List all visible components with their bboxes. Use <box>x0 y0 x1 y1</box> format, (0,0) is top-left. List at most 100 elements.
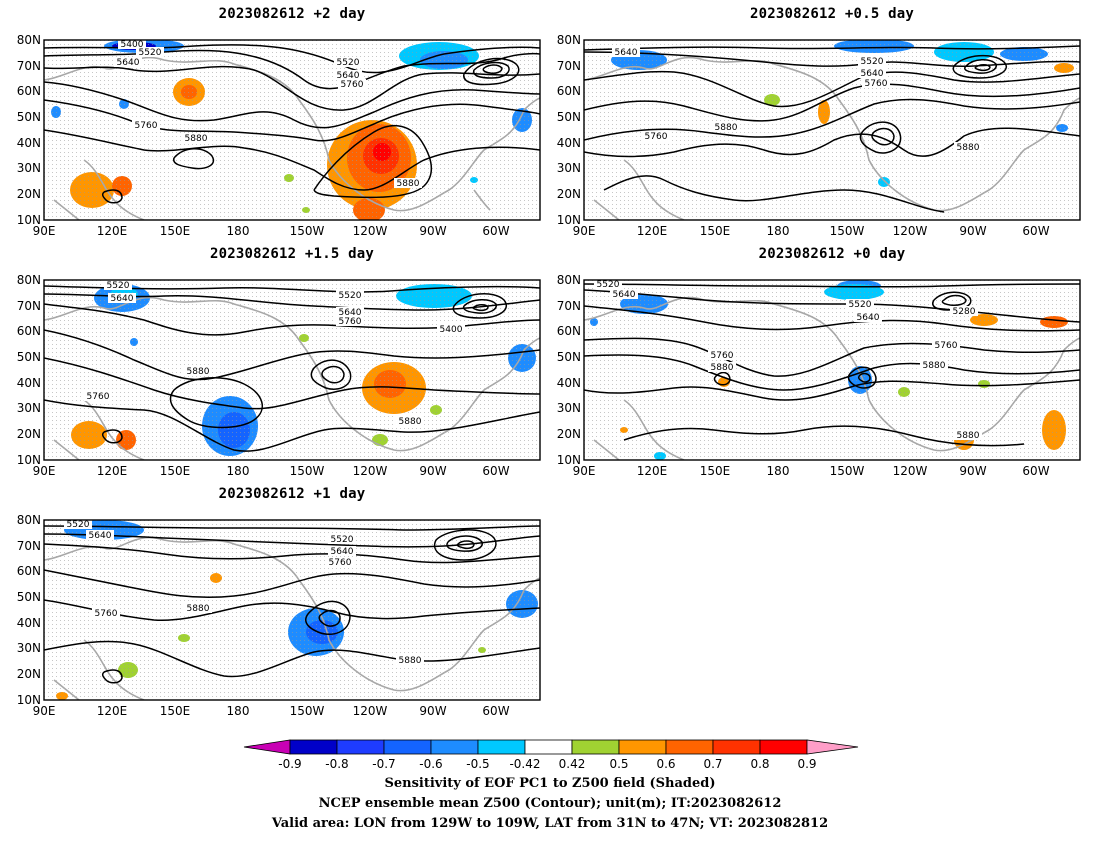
map-panel-plus-0.5-day: 5640 5520 5640 5760 5880 5760 5880 80N 70… <box>557 33 1081 238</box>
svg-text:5640: 5640 <box>613 290 636 300</box>
svg-text:5400: 5400 <box>121 40 144 50</box>
svg-text:5520: 5520 <box>67 520 90 530</box>
coastlines <box>44 536 540 700</box>
svg-text:120E: 120E <box>637 224 668 238</box>
colorbar-box <box>477 739 526 755</box>
svg-text:60N: 60N <box>17 324 41 338</box>
svg-text:90E: 90E <box>33 464 56 478</box>
contour-labels: 5400 5520 5640 5520 5640 5760 5760 5880 … <box>114 40 422 189</box>
colorbar-tick: 0.42 <box>559 757 586 771</box>
svg-text:5640: 5640 <box>615 48 638 58</box>
svg-text:80N: 80N <box>557 273 581 287</box>
colorbar-box <box>665 739 714 755</box>
svg-text:150W: 150W <box>830 224 865 238</box>
svg-text:5880: 5880 <box>715 123 738 133</box>
colorbar-box <box>618 739 667 755</box>
panel-title-plus-2-day: 2023082612 +2 day <box>218 6 366 22</box>
svg-text:180: 180 <box>227 704 250 718</box>
svg-text:90E: 90E <box>573 224 596 238</box>
svg-text:120W: 120W <box>893 464 928 478</box>
lat-axis: 80N 70N 60N 50N 40N 30N 20N 10N <box>17 273 41 467</box>
svg-text:10N: 10N <box>557 453 581 467</box>
colorbar-box <box>712 739 761 755</box>
svg-text:5880: 5880 <box>399 417 422 427</box>
svg-text:120W: 120W <box>353 704 388 718</box>
svg-text:40N: 40N <box>557 376 581 390</box>
svg-text:5760: 5760 <box>935 341 958 351</box>
contour-labels: 5520 5640 5520 5640 5760 5400 5880 5760 … <box>84 280 465 427</box>
svg-text:5760: 5760 <box>341 80 364 90</box>
lon-axis: 90E 120E 150E 180 150W 120W 90W 60W <box>33 224 510 238</box>
colorbar-box <box>524 739 573 755</box>
svg-text:150W: 150W <box>290 704 325 718</box>
svg-text:120E: 120E <box>97 224 128 238</box>
svg-text:50N: 50N <box>557 110 581 124</box>
lon-axis: 90E 120E 150E 180 150W 120W 90W 60W <box>33 464 510 478</box>
svg-text:5760: 5760 <box>95 609 118 619</box>
svg-text:150W: 150W <box>830 464 865 478</box>
svg-text:20N: 20N <box>17 187 41 201</box>
colorbar-box <box>383 739 432 755</box>
svg-text:60W: 60W <box>482 224 509 238</box>
svg-text:5760: 5760 <box>865 79 888 89</box>
svg-text:50N: 50N <box>17 350 41 364</box>
contour-labels: 5520 5640 5520 5640 5760 5760 5880 5880 <box>64 520 424 666</box>
svg-text:60W: 60W <box>1022 224 1049 238</box>
svg-text:5520: 5520 <box>861 57 884 67</box>
svg-text:150E: 150E <box>160 704 191 718</box>
colorbar-tick: 0.5 <box>609 757 628 771</box>
svg-text:5880: 5880 <box>187 604 210 614</box>
svg-text:30N: 30N <box>17 401 41 415</box>
svg-text:20N: 20N <box>17 427 41 441</box>
panel-title-plus-1-day: 2023082612 +1 day <box>218 486 366 502</box>
svg-text:20N: 20N <box>17 667 41 681</box>
colorbar-tick: -0.8 <box>325 757 348 771</box>
svg-text:60N: 60N <box>557 84 581 98</box>
svg-text:30N: 30N <box>17 161 41 175</box>
colorbar-box <box>336 739 385 755</box>
colorbar-box <box>571 739 620 755</box>
svg-text:150W: 150W <box>290 224 325 238</box>
svg-text:5760: 5760 <box>711 351 734 361</box>
caption-line-contour: NCEP ensemble mean Z500 (Contour); unit(… <box>318 796 782 811</box>
svg-text:5880: 5880 <box>957 143 980 153</box>
lat-axis: 80N 70N 60N 50N 40N 30N 20N 10N <box>17 33 41 227</box>
svg-text:5880: 5880 <box>187 367 210 377</box>
svg-text:5880: 5880 <box>923 361 946 371</box>
coastlines <box>584 56 1080 220</box>
svg-text:150E: 150E <box>700 464 731 478</box>
colorbar-tick: 0.7 <box>703 757 722 771</box>
svg-text:90E: 90E <box>33 224 56 238</box>
svg-text:60W: 60W <box>482 464 509 478</box>
map-panel-plus-0-day: 5520 5640 5520 5640 5280 5760 5760 5880 … <box>557 273 1081 478</box>
svg-text:150W: 150W <box>290 464 325 478</box>
svg-text:180: 180 <box>227 464 250 478</box>
contour-labels: 5640 5520 5640 5760 5880 5760 5880 <box>612 47 982 153</box>
colorbar-box <box>430 739 479 755</box>
panel-title-plus-1.5-day: 2023082612 +1.5 day <box>210 246 374 262</box>
svg-text:5520: 5520 <box>849 300 872 310</box>
svg-text:10N: 10N <box>17 693 41 707</box>
svg-text:5280: 5280 <box>953 307 976 317</box>
svg-text:5520: 5520 <box>331 535 354 545</box>
map-panel-plus-2-day: 5400 5520 5640 5520 5640 5760 5760 5880 … <box>17 33 541 238</box>
svg-text:70N: 70N <box>17 59 41 73</box>
svg-text:70N: 70N <box>17 539 41 553</box>
svg-text:90W: 90W <box>419 464 446 478</box>
lat-axis: 80N 70N 60N 50N 40N 30N 20N 10N <box>557 33 581 227</box>
colorbar: -0.9 -0.8 -0.7 -0.6 -0.5 -0.42 0.42 0.5 … <box>243 739 859 771</box>
map-panel-plus-1-day: 5520 5640 5520 5640 5760 5760 5880 5880 … <box>17 513 541 718</box>
colorbar-box <box>289 739 338 755</box>
svg-text:120E: 120E <box>97 704 128 718</box>
svg-text:90E: 90E <box>33 704 56 718</box>
colorbar-tick: -0.42 <box>509 757 540 771</box>
svg-text:5400: 5400 <box>440 325 463 335</box>
caption-line-shading: Sensitivity of EOF PC1 to Z500 field (Sh… <box>384 776 716 791</box>
svg-text:5880: 5880 <box>399 656 422 666</box>
panel-title-plus-0.5-day: 2023082612 +0.5 day <box>750 6 914 22</box>
svg-text:150E: 150E <box>160 464 191 478</box>
svg-text:50N: 50N <box>17 110 41 124</box>
svg-text:120W: 120W <box>893 224 928 238</box>
svg-text:90E: 90E <box>573 464 596 478</box>
